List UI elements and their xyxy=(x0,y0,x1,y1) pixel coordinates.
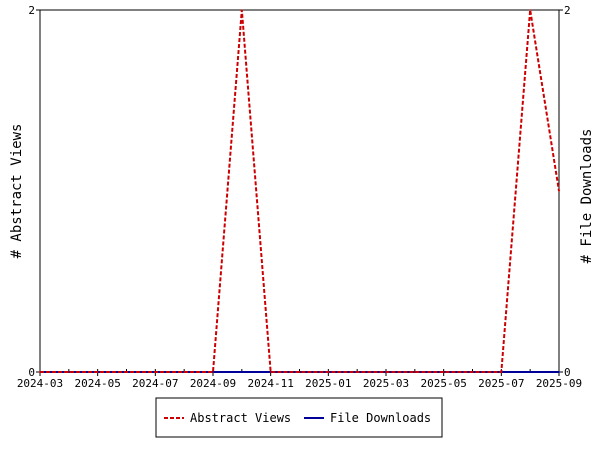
data-point-file-downloads xyxy=(529,371,531,373)
data-point-abstract-views xyxy=(39,371,41,373)
plot-area xyxy=(39,9,560,373)
data-point-abstract-views xyxy=(241,9,243,11)
series-line-abstract-views xyxy=(40,9,560,373)
legend: Abstract Views File Downloads xyxy=(155,397,443,438)
x-tick-label: 2024-05 xyxy=(74,377,120,390)
x-tick-label: 2024-09 xyxy=(190,377,236,390)
x-tick-label: 2025-05 xyxy=(420,377,466,390)
legend-label-file-downloads: File Downloads xyxy=(330,411,431,425)
x-tick-label: 2025-07 xyxy=(478,377,524,390)
y-axis-right-title: # File Downloads xyxy=(579,129,595,264)
data-point-abstract-views xyxy=(183,371,185,373)
data-point-abstract-views xyxy=(442,371,445,373)
data-point-abstract-views xyxy=(154,371,157,373)
x-tick-label: 2024-11 xyxy=(247,377,293,390)
y-left-tick-label: 2 xyxy=(28,4,35,17)
legend-box xyxy=(155,397,443,438)
data-point-abstract-views xyxy=(500,371,503,373)
y-left-tick-label: 0 xyxy=(28,366,35,379)
data-point-abstract-views xyxy=(125,371,128,373)
data-point-abstract-views xyxy=(212,371,214,373)
x-tick-label: 2025-03 xyxy=(363,377,409,390)
data-point-abstract-views xyxy=(356,371,358,373)
y-right-tick-label: 2 xyxy=(564,4,571,17)
data-point-abstract-views xyxy=(471,371,474,373)
x-tick-label: 2024-07 xyxy=(132,377,178,390)
y-right-tick-label: 0 xyxy=(564,366,571,379)
data-point-abstract-views xyxy=(298,371,301,373)
y-axis-left-title: # Abstract Views xyxy=(9,124,25,259)
data-point-abstract-views xyxy=(269,371,272,373)
data-point-abstract-views xyxy=(68,371,70,373)
legend-label-abstract-views: Abstract Views xyxy=(190,411,291,425)
data-point-file-downloads xyxy=(241,371,243,373)
data-point-abstract-views xyxy=(414,371,416,373)
data-point-file-downloads xyxy=(558,371,560,373)
x-tick-label: 2025-01 xyxy=(305,377,351,390)
data-point-abstract-views xyxy=(385,371,387,373)
data-point-abstract-views xyxy=(558,190,560,192)
data-point-abstract-views xyxy=(529,9,531,11)
data-point-abstract-views xyxy=(96,371,99,373)
x-tick-label: 2024-03 xyxy=(17,377,63,390)
x-tick-label: 2025-09 xyxy=(536,377,582,390)
data-point-abstract-views xyxy=(327,371,330,373)
